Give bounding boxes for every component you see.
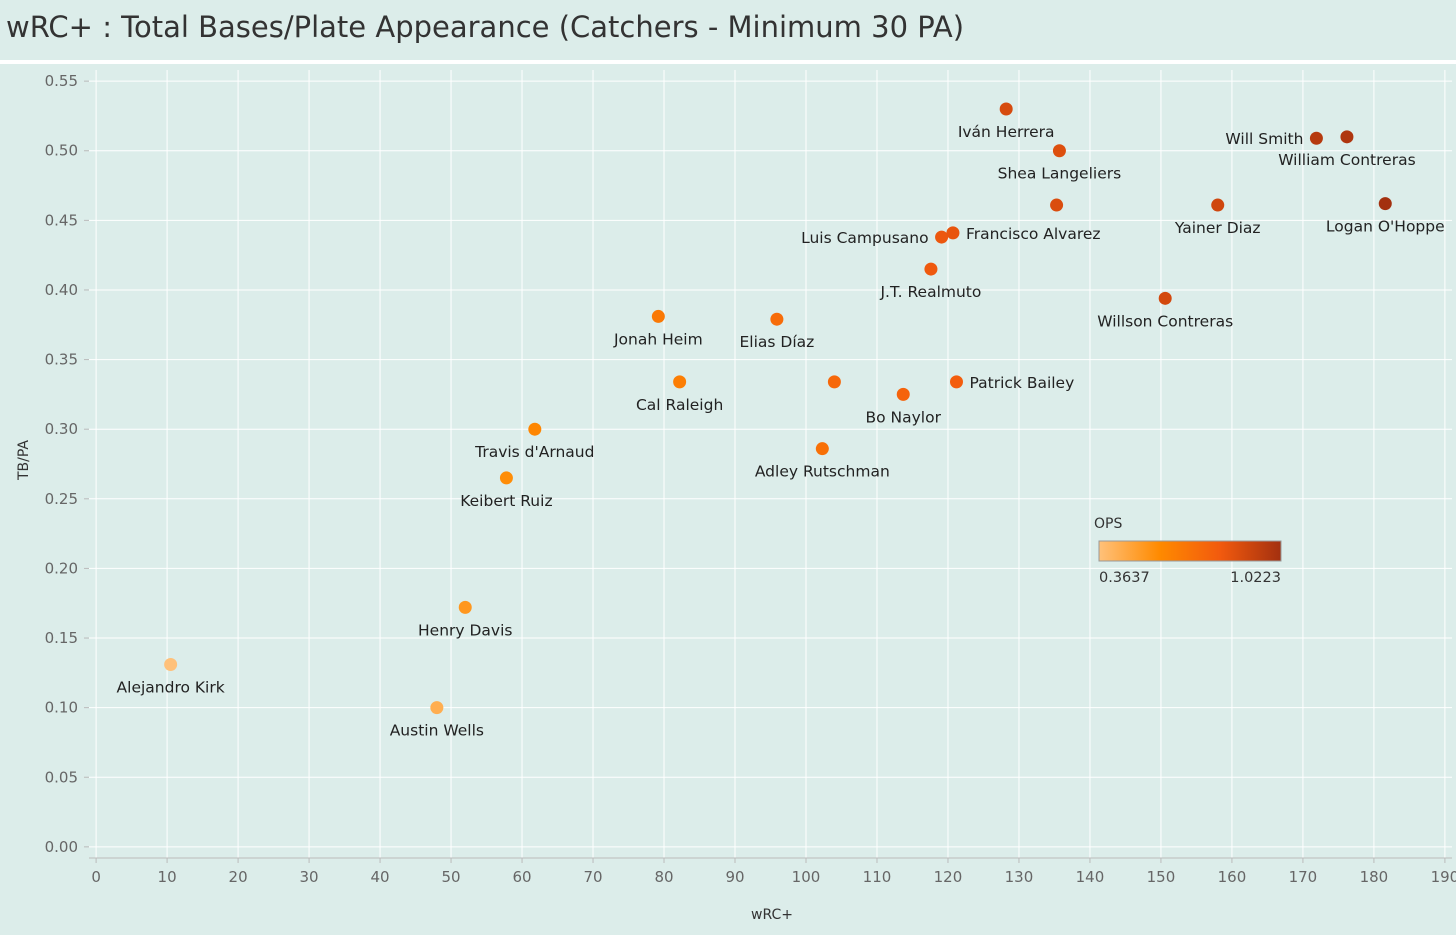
data-point[interactable] — [651, 309, 665, 323]
data-point[interactable] — [673, 375, 687, 389]
y-tick-label: 0.20 — [45, 559, 78, 577]
point-label: Logan O'Hoppe — [1326, 218, 1445, 236]
legend-title: OPS — [1094, 516, 1122, 532]
chart-title: wRC+ : Total Bases/Plate Appearance (Cat… — [6, 10, 965, 44]
data-point[interactable] — [1158, 291, 1172, 305]
y-tick-label: 0.25 — [45, 490, 78, 508]
data-point[interactable] — [935, 230, 949, 244]
point-label: Keibert Ruiz — [460, 492, 552, 510]
data-point[interactable] — [815, 442, 829, 456]
y-tick-label: 0.50 — [45, 142, 78, 160]
point-label: Alejandro Kirk — [117, 678, 225, 696]
x-tick-label: 180 — [1360, 868, 1389, 886]
x-tick-label: 190 — [1431, 868, 1456, 886]
x-tick-label: 10 — [158, 868, 177, 886]
legend-gradient-bar — [1098, 540, 1282, 562]
point-label: Shea Langeliers — [998, 165, 1122, 183]
point-label: Luis Campusano — [801, 229, 928, 247]
x-tick-label: 100 — [792, 868, 821, 886]
x-tick-label: 150 — [1147, 868, 1176, 886]
y-tick-label: 0.35 — [45, 351, 78, 369]
data-point[interactable] — [1309, 131, 1323, 145]
y-tick-label: 0.30 — [45, 420, 78, 438]
y-tick-label: 0.40 — [45, 281, 78, 299]
points-layer — [164, 102, 1392, 715]
x-tick-label: 120 — [934, 868, 963, 886]
y-tick-label: 0.55 — [45, 72, 78, 90]
ops-legend: OPS 0.3637 1.0223 — [1094, 516, 1282, 586]
x-tick-label: 50 — [442, 868, 461, 886]
data-point[interactable] — [1052, 144, 1066, 158]
data-point[interactable] — [946, 226, 960, 240]
x-tick-label: 160 — [1218, 868, 1247, 886]
point-label: Elias Díaz — [739, 333, 814, 351]
data-point[interactable] — [1378, 197, 1392, 211]
axis-layer: 0 10 20 30 40 50 60 70 80 90 100 110 120 130 140 150 160… — [45, 72, 1456, 886]
data-point[interactable] — [949, 375, 963, 389]
x-tick-label: 80 — [654, 868, 673, 886]
data-point[interactable] — [924, 262, 938, 276]
y-tick-label: 0.10 — [45, 699, 78, 717]
x-tick-label: 90 — [725, 868, 744, 886]
point-label: Bo Naylor — [866, 408, 942, 426]
data-point[interactable] — [770, 312, 784, 326]
data-point[interactable] — [896, 387, 910, 401]
legend-max-label: 1.0223 — [1230, 570, 1281, 586]
chart-area: 0 10 20 30 40 50 60 70 80 90 100 110 120 130 140 150 160… — [0, 64, 1456, 935]
y-axis-title: TB/PA — [16, 440, 32, 481]
x-tick-label: 0 — [91, 868, 101, 886]
point-label: Henry Davis — [418, 621, 512, 639]
scatter-chart: 0 10 20 30 40 50 60 70 80 90 100 110 120 130 140 150 160… — [16, 70, 1456, 923]
point-label: Willson Contreras — [1097, 312, 1233, 330]
data-point[interactable] — [1340, 130, 1354, 144]
x-tick-label: 70 — [583, 868, 602, 886]
point-label: Francisco Alvarez — [966, 225, 1101, 243]
x-tick-label: 170 — [1289, 868, 1318, 886]
data-point[interactable] — [827, 375, 841, 389]
point-label: Travis d'Arnaud — [474, 443, 594, 461]
data-point[interactable] — [1050, 198, 1064, 212]
grid-layer — [89, 70, 1452, 858]
point-label: J.T. Realmuto — [879, 283, 981, 301]
point-label: Patrick Bailey — [969, 374, 1074, 392]
x-tick-label: 140 — [1076, 868, 1105, 886]
data-point[interactable] — [458, 600, 472, 614]
data-point[interactable] — [430, 701, 444, 715]
y-tick-label: 0.45 — [45, 211, 78, 229]
point-label: Iván Herrera — [958, 123, 1055, 141]
x-tick-label: 130 — [1005, 868, 1034, 886]
x-tick-label: 110 — [863, 868, 892, 886]
point-label: Jonah Heim — [613, 330, 703, 348]
data-point[interactable] — [999, 102, 1013, 116]
labels-layer: Alejandro Kirk Austin Wells Henry Davis Kei… — [117, 123, 1445, 740]
point-label: Cal Raleigh — [636, 396, 723, 414]
data-point[interactable] — [1211, 198, 1225, 212]
x-tick-label: 30 — [300, 868, 319, 886]
point-label: Austin Wells — [390, 722, 484, 740]
x-tick-label: 20 — [229, 868, 248, 886]
x-tick-label: 60 — [512, 868, 531, 886]
point-label: Yainer Diaz — [1174, 219, 1261, 237]
data-point[interactable] — [499, 471, 513, 485]
legend-min-label: 0.3637 — [1099, 570, 1150, 586]
y-tick-label: 0.15 — [45, 629, 78, 647]
x-tick-label: 40 — [371, 868, 390, 886]
title-bar: wRC+ : Total Bases/Plate Appearance (Cat… — [0, 0, 1456, 60]
point-label: William Contreras — [1278, 151, 1415, 169]
point-label: Will Smith — [1225, 130, 1303, 148]
y-tick-label: 0.05 — [45, 768, 78, 786]
data-point[interactable] — [164, 657, 178, 671]
y-tick-label: 0.00 — [45, 838, 78, 856]
x-axis-title: wRC+ — [751, 907, 793, 923]
data-point[interactable] — [528, 422, 542, 436]
point-label: Adley Rutschman — [755, 463, 890, 481]
